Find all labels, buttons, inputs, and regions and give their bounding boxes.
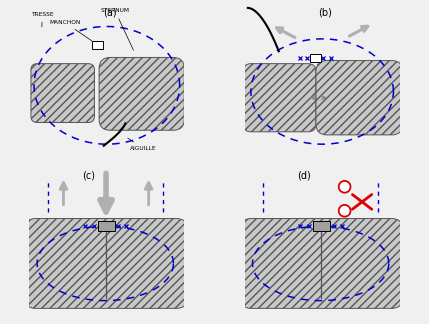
Text: MANCHON: MANCHON xyxy=(49,20,92,41)
Text: STERNUM: STERNUM xyxy=(101,8,133,50)
FancyBboxPatch shape xyxy=(25,218,187,308)
Circle shape xyxy=(339,181,350,193)
FancyBboxPatch shape xyxy=(240,218,403,308)
Text: TRESSE: TRESSE xyxy=(31,12,54,27)
Circle shape xyxy=(339,205,350,217)
Bar xyxy=(313,221,330,231)
Bar xyxy=(310,54,320,63)
FancyBboxPatch shape xyxy=(316,61,403,135)
Bar xyxy=(97,221,115,231)
FancyBboxPatch shape xyxy=(99,57,184,130)
FancyBboxPatch shape xyxy=(31,64,94,122)
Text: (a): (a) xyxy=(103,8,117,18)
Text: AIGUILLE: AIGUILLE xyxy=(128,138,157,151)
Text: (b): (b) xyxy=(318,8,332,18)
FancyBboxPatch shape xyxy=(243,64,316,132)
Bar xyxy=(92,41,103,49)
Text: (d): (d) xyxy=(297,170,311,180)
Text: (c): (c) xyxy=(82,170,95,180)
